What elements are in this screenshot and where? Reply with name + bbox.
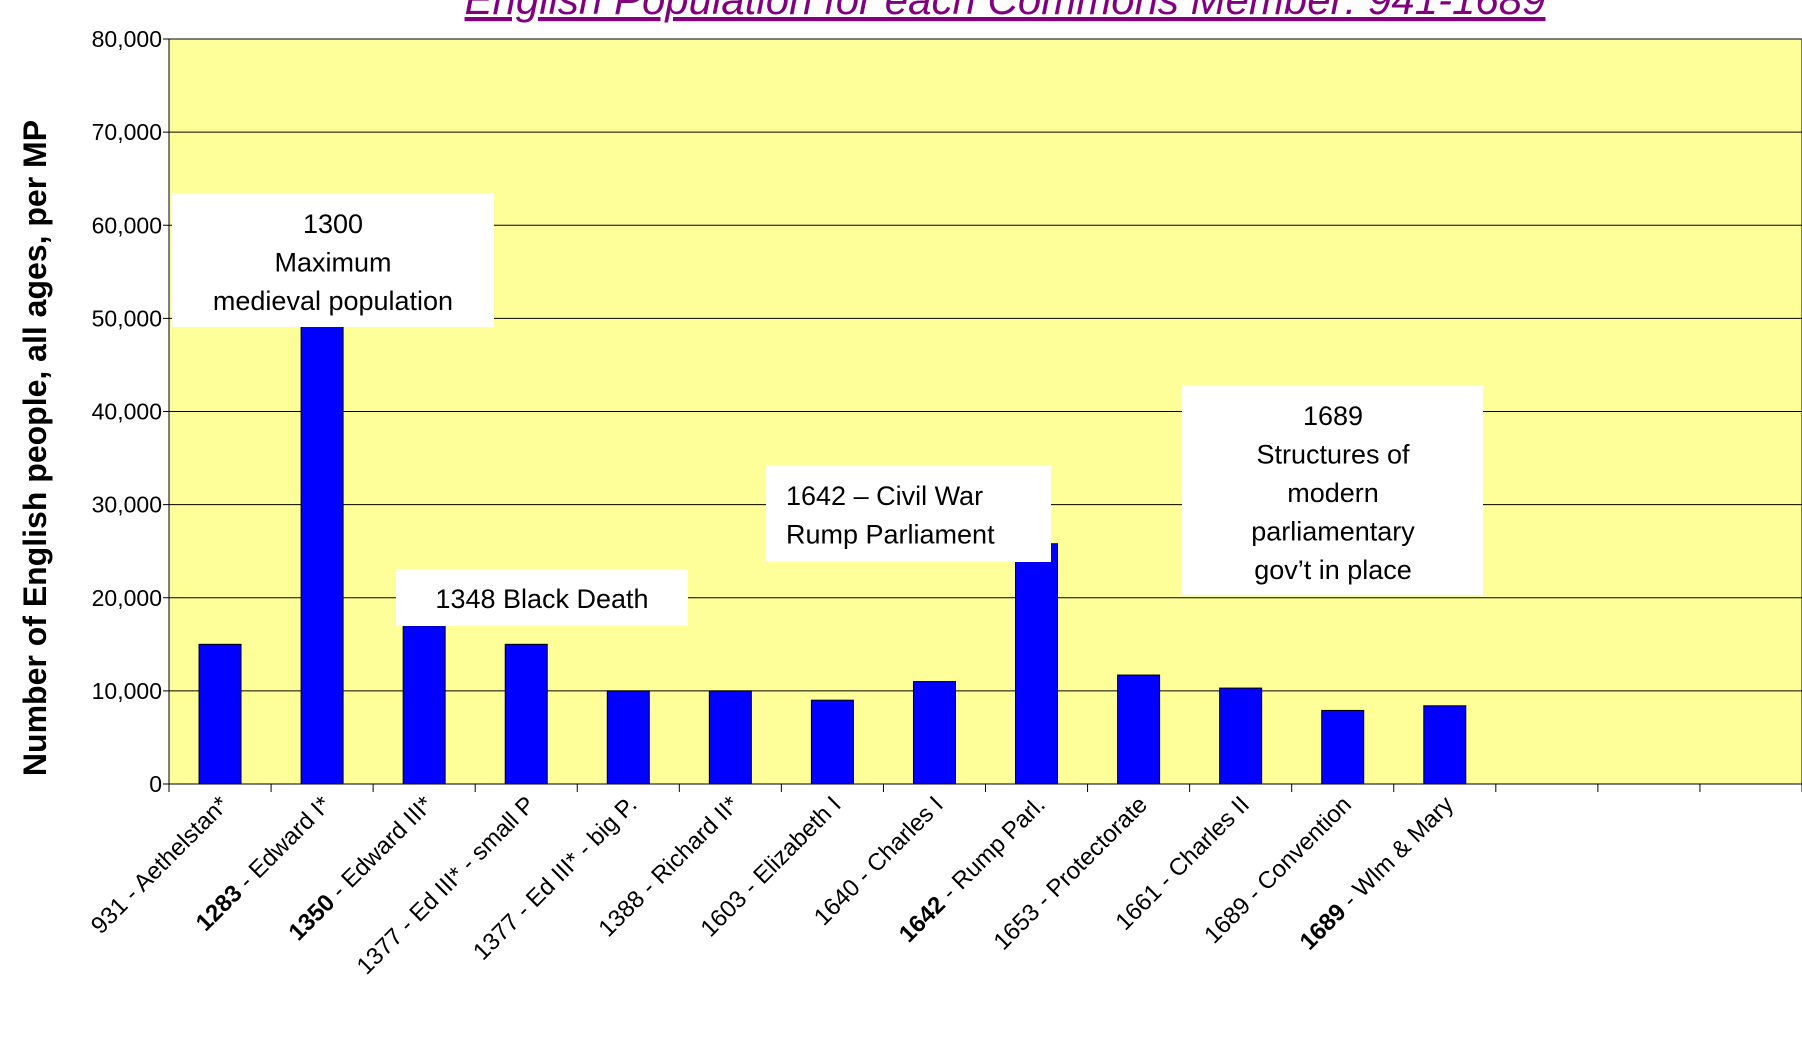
annotation-text: 1689 xyxy=(1303,401,1363,431)
chart-title: English Population for each Commons Memb… xyxy=(465,0,1546,23)
bar xyxy=(912,681,956,785)
bar xyxy=(1423,705,1467,785)
y-tick-label: 10,000 xyxy=(92,678,162,704)
annotation-box xyxy=(766,465,1051,562)
x-tick-label: 1377 - Ed III* - small P xyxy=(352,791,541,980)
y-tick-label: 20,000 xyxy=(92,585,162,611)
annotation-text: Rump Parliament xyxy=(786,520,995,550)
bar xyxy=(606,690,650,785)
bar xyxy=(1015,543,1059,785)
annotation-text: 1348 Black Death xyxy=(435,584,648,614)
bar xyxy=(810,699,854,785)
annotation-box xyxy=(172,193,494,327)
y-tick-label: 60,000 xyxy=(92,212,162,238)
annotation-text: Maximum xyxy=(274,248,391,278)
bar xyxy=(1117,674,1161,785)
annotation-box xyxy=(396,569,688,626)
annotation-text: parliamentary xyxy=(1251,517,1415,547)
y-tick-label: 50,000 xyxy=(92,305,162,331)
bar xyxy=(198,643,242,785)
y-tick-label: 80,000 xyxy=(92,26,162,52)
bar xyxy=(504,643,548,785)
bar xyxy=(402,625,446,785)
bar xyxy=(1321,709,1365,785)
annotation-text: medieval population xyxy=(213,286,453,316)
bar xyxy=(708,690,752,785)
y-tick-label: 30,000 xyxy=(92,492,162,518)
annotation-box xyxy=(1182,385,1483,595)
y-tick-label: 0 xyxy=(149,771,162,797)
y-tick-label: 70,000 xyxy=(92,119,162,145)
y-tick-label: 40,000 xyxy=(92,399,162,425)
annotation-text: Structures of xyxy=(1256,440,1410,470)
bar xyxy=(300,317,344,785)
y-axis-label: Number of English people, all ages, per … xyxy=(17,120,53,776)
annotation-text: modern xyxy=(1287,478,1379,508)
annotation-text: 1300 xyxy=(303,209,363,239)
annotation-text: gov’t in place xyxy=(1254,555,1412,585)
bar xyxy=(1219,687,1263,785)
annotation-text: 1642 – Civil War xyxy=(786,481,983,511)
